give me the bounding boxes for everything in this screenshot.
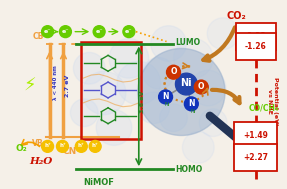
Text: ⚡: ⚡: [24, 77, 36, 94]
Text: h⁺: h⁺: [44, 143, 51, 148]
Text: O: O: [198, 82, 205, 91]
Circle shape: [42, 140, 54, 152]
Text: O₂: O₂: [16, 144, 28, 153]
Text: 3.6 eV: 3.6 eV: [140, 90, 145, 113]
Text: N: N: [162, 92, 169, 101]
Text: 2.7 eV: 2.7 eV: [65, 74, 70, 97]
Text: e⁻: e⁻: [95, 29, 103, 34]
Circle shape: [183, 132, 214, 163]
Text: +2.27: +2.27: [243, 153, 268, 162]
Circle shape: [175, 73, 197, 95]
Text: h⁺: h⁺: [92, 143, 98, 148]
Text: Ni: Ni: [181, 78, 192, 88]
Circle shape: [82, 71, 126, 115]
Circle shape: [199, 109, 227, 136]
Text: O: O: [170, 67, 177, 76]
Text: CO/CH₄: CO/CH₄: [249, 103, 279, 112]
Circle shape: [73, 52, 105, 84]
Circle shape: [123, 26, 135, 38]
Text: CN: CN: [62, 147, 77, 156]
Circle shape: [138, 92, 170, 124]
Circle shape: [138, 48, 225, 136]
Circle shape: [151, 26, 186, 61]
Circle shape: [194, 80, 208, 94]
Circle shape: [166, 65, 181, 79]
Text: VB: VB: [32, 139, 44, 148]
Text: -1.26: -1.26: [245, 42, 267, 51]
Text: N: N: [188, 99, 195, 108]
Circle shape: [159, 90, 172, 104]
Text: Nₗ: Nₗ: [165, 102, 170, 107]
Text: H₂O: H₂O: [30, 157, 53, 166]
Text: CB: CB: [32, 32, 44, 41]
Circle shape: [109, 39, 149, 78]
Circle shape: [75, 140, 87, 152]
Bar: [81, 42, 141, 139]
Text: Nₗ: Nₗ: [191, 109, 196, 114]
Circle shape: [70, 99, 98, 127]
Text: λ < 440 nm: λ < 440 nm: [53, 65, 58, 100]
Circle shape: [42, 26, 54, 38]
Text: HOMO: HOMO: [175, 165, 203, 174]
Circle shape: [207, 18, 239, 50]
Text: h⁺: h⁺: [59, 143, 66, 148]
Text: CO₂: CO₂: [226, 11, 246, 21]
Circle shape: [93, 26, 105, 38]
Circle shape: [190, 70, 226, 106]
Text: -1.33: -1.33: [245, 32, 267, 41]
Circle shape: [184, 97, 198, 111]
Text: h⁺: h⁺: [78, 143, 85, 148]
Circle shape: [89, 140, 101, 152]
Text: e⁻: e⁻: [62, 29, 69, 34]
Text: +1.49: +1.49: [243, 131, 268, 140]
Circle shape: [57, 140, 68, 152]
Text: Potential (eV)
vs NHE: Potential (eV) vs NHE: [267, 77, 278, 126]
Text: LUMO: LUMO: [175, 38, 201, 47]
Text: e⁻: e⁻: [125, 29, 133, 34]
Circle shape: [173, 39, 213, 78]
Circle shape: [117, 61, 161, 105]
Circle shape: [160, 104, 187, 132]
Circle shape: [59, 26, 71, 38]
Text: NiMOF: NiMOF: [84, 178, 115, 187]
Text: e⁻: e⁻: [44, 29, 51, 34]
Circle shape: [96, 110, 132, 145]
Circle shape: [143, 57, 174, 89]
